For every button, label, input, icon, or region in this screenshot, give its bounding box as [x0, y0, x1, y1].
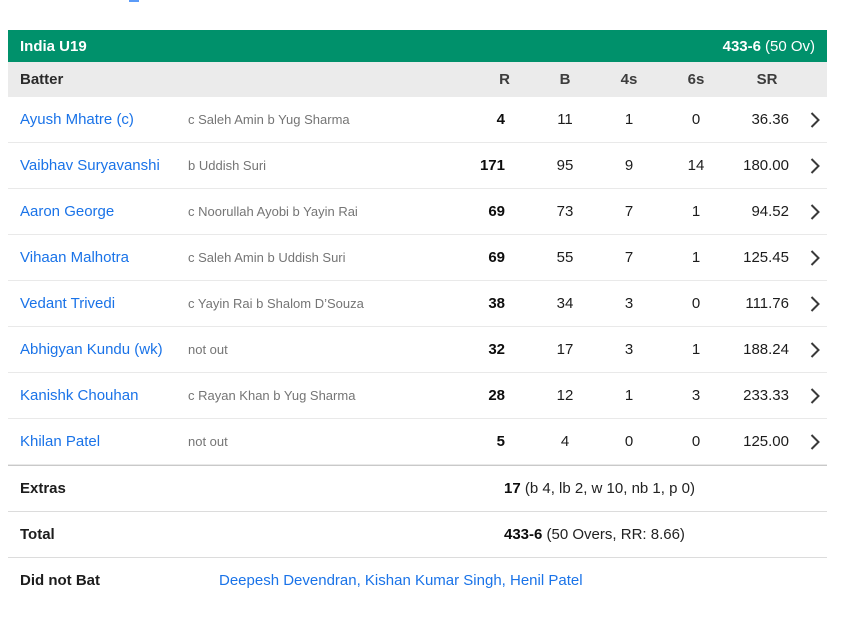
- did-not-bat-row: Did not Bat Deepesh Devendran, Kishan Ku…: [8, 557, 827, 603]
- team-score: 433-6 (50 Ov): [723, 38, 815, 55]
- dismissal-text: not out: [188, 342, 228, 357]
- dismissal-text: c Saleh Amin b Uddish Suri: [188, 250, 346, 265]
- strike-rate-value: 125.45: [743, 249, 789, 266]
- balls-value: 11: [557, 111, 573, 128]
- fours-value: 3: [624, 341, 634, 358]
- runs-value: 32: [488, 341, 505, 358]
- extras-runs: 17: [504, 480, 521, 497]
- fours-value: 3: [624, 295, 634, 312]
- team-name: India U19: [20, 37, 87, 55]
- sixes-value: 0: [691, 111, 701, 128]
- balls-value: 55: [556, 249, 574, 266]
- batter-row[interactable]: Vedant Trivedi c Yayin Rai b Shalom D’So…: [8, 281, 827, 327]
- balls-value: 17: [556, 341, 574, 358]
- strike-rate-value: 233.33: [743, 387, 789, 404]
- fours-value: 1: [624, 111, 634, 128]
- dismissal-text: c Yayin Rai b Shalom D’Souza: [188, 296, 364, 311]
- chevron-right-icon[interactable]: [802, 203, 827, 220]
- team-header-bar: India U19 433-6 (50 Ov): [8, 30, 827, 62]
- balls-value: 34: [556, 295, 574, 312]
- col-header-fours: 4s: [620, 71, 638, 88]
- batter-name-link[interactable]: Vaibhav Suryavanshi: [20, 157, 160, 174]
- strike-rate-value: 180.00: [743, 157, 789, 174]
- fours-value: 9: [624, 157, 634, 174]
- fours-value: 1: [624, 387, 634, 404]
- sixes-value: 0: [691, 433, 701, 450]
- strike-rate-value: 188.24: [743, 341, 789, 358]
- did-not-bat-links[interactable]: Deepesh Devendran, Kishan Kumar Singh, H…: [219, 572, 583, 589]
- chevron-right-icon[interactable]: [802, 111, 827, 128]
- balls-value: 4: [560, 433, 570, 450]
- tab-underline-remnant: [129, 0, 139, 2]
- extras-label: Extras: [20, 480, 66, 497]
- total-value: 433-6 (50 Overs, RR: 8.66): [504, 526, 827, 543]
- fours-value: 7: [624, 249, 634, 266]
- batter-name-link[interactable]: Vihaan Malhotra: [20, 249, 129, 266]
- batter-row[interactable]: Vaibhav Suryavanshi b Uddish Suri 171 95…: [8, 143, 827, 189]
- chevron-right-icon[interactable]: [802, 341, 827, 358]
- total-score: 433-6: [504, 526, 543, 543]
- batter-name-link[interactable]: Kanishk Chouhan: [20, 387, 139, 404]
- runs-value: 69: [488, 203, 505, 220]
- chevron-right-icon[interactable]: [802, 157, 827, 174]
- batter-row[interactable]: Kanishk Chouhan c Rayan Khan b Yug Sharm…: [8, 373, 827, 419]
- chevron-right-icon[interactable]: [802, 387, 827, 404]
- team-score-overs: (50 Ov): [764, 37, 815, 55]
- fours-value: 7: [624, 203, 634, 220]
- sixes-value: 0: [691, 295, 701, 312]
- extras-detail: (b 4, lb 2, w 10, nb 1, p 0): [524, 480, 695, 497]
- strike-rate-value: 36.36: [751, 111, 789, 128]
- balls-value: 95: [556, 157, 574, 174]
- scorecard-panel: India U19 433-6 (50 Ov) Batter R B 4s 6s …: [8, 30, 827, 603]
- total-detail: (50 Overs, RR: 8.66): [546, 526, 685, 543]
- extras-value: 17 (b 4, lb 2, w 10, nb 1, p 0): [504, 480, 827, 497]
- sixes-value: 14: [687, 157, 705, 174]
- dismissal-text: c Saleh Amin b Yug Sharma: [188, 112, 350, 127]
- dismissal-text: c Rayan Khan b Yug Sharma: [188, 388, 356, 403]
- runs-value: 171: [479, 157, 505, 174]
- dismissal-text: not out: [188, 434, 228, 449]
- col-header-runs: R: [499, 71, 510, 88]
- total-row: Total 433-6 (50 Overs, RR: 8.66): [8, 511, 827, 557]
- did-not-bat-label: Did not Bat: [20, 572, 100, 589]
- strike-rate-value: 125.00: [743, 433, 789, 450]
- runs-value: 69: [488, 249, 505, 266]
- col-header-sixes: 6s: [687, 71, 705, 88]
- balls-value: 73: [556, 203, 574, 220]
- batter-name-link[interactable]: Khilan Patel: [20, 433, 101, 450]
- col-header-batter: Batter: [20, 71, 64, 88]
- sixes-value: 1: [691, 249, 701, 266]
- strike-rate-value: 111.76: [745, 295, 789, 312]
- batter-name-link[interactable]: Ayush Mhatre (c): [20, 111, 134, 128]
- batter-name-link[interactable]: Aaron George: [20, 203, 115, 220]
- col-header-strike-rate: SR: [756, 71, 778, 88]
- balls-value: 12: [556, 387, 574, 404]
- col-header-balls: B: [559, 71, 571, 88]
- runs-value: 4: [496, 111, 505, 128]
- chevron-right-icon[interactable]: [802, 295, 827, 312]
- strike-rate-value: 94.52: [751, 203, 789, 220]
- runs-value: 5: [496, 433, 505, 450]
- dismissal-text: b Uddish Suri: [188, 158, 267, 173]
- team-score-runs: 433-6: [722, 37, 761, 55]
- extras-row: Extras 17 (b 4, lb 2, w 10, nb 1, p 0): [8, 465, 827, 511]
- dismissal-text: c Noorullah Ayobi b Yayin Rai: [188, 204, 358, 219]
- runs-value: 38: [488, 295, 505, 312]
- batter-row[interactable]: Aaron George c Noorullah Ayobi b Yayin R…: [8, 189, 827, 235]
- chevron-right-icon[interactable]: [802, 249, 827, 266]
- batter-row[interactable]: Abhigyan Kundu (wk) not out 32 17 3 1 18…: [8, 327, 827, 373]
- batter-row[interactable]: Khilan Patel not out 5 4 0 0 125.00: [8, 419, 827, 465]
- sixes-value: 1: [691, 341, 701, 358]
- runs-value: 28: [488, 387, 505, 404]
- batter-name-link[interactable]: Vedant Trivedi: [20, 295, 116, 312]
- total-label: Total: [20, 526, 55, 543]
- batter-row[interactable]: Ayush Mhatre (c) c Saleh Amin b Yug Shar…: [8, 97, 827, 143]
- fours-value: 0: [624, 433, 634, 450]
- column-header-row: Batter R B 4s 6s SR: [8, 62, 827, 97]
- sixes-value: 3: [691, 387, 701, 404]
- chevron-right-icon[interactable]: [802, 433, 827, 450]
- batter-row[interactable]: Vihaan Malhotra c Saleh Amin b Uddish Su…: [8, 235, 827, 281]
- sixes-value: 1: [691, 203, 701, 220]
- batter-name-link[interactable]: Abhigyan Kundu (wk): [20, 341, 163, 358]
